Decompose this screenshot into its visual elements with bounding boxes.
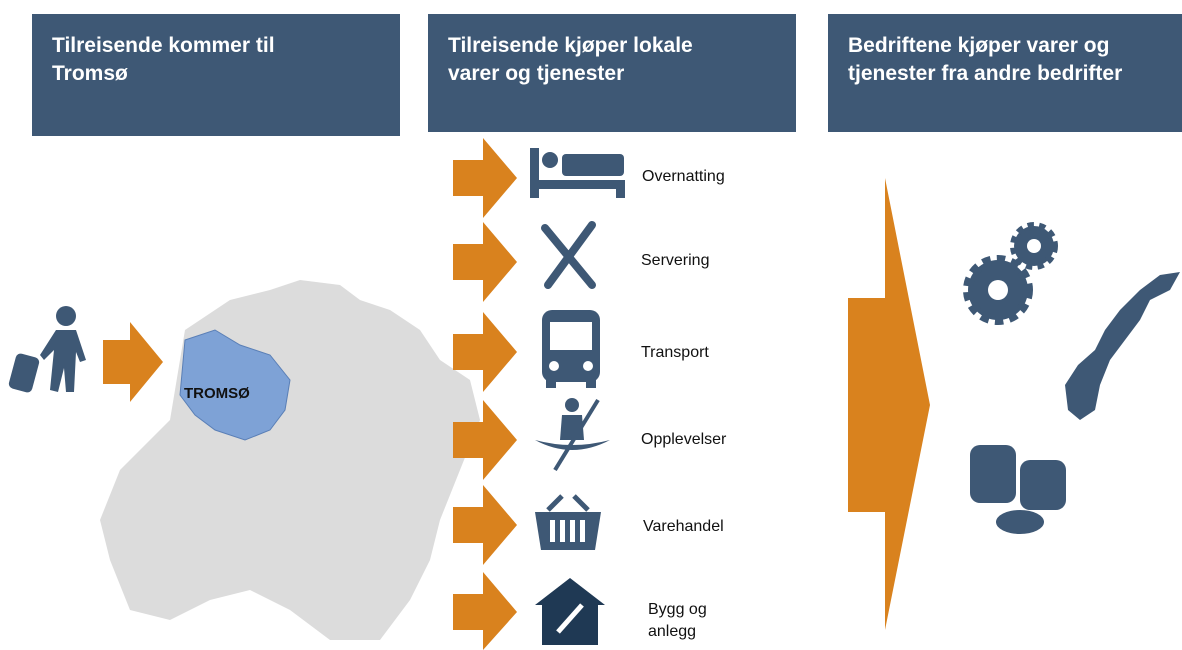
- header: Tilreisende kommer til Tromsø: [32, 14, 400, 136]
- kayak-icon: [535, 398, 610, 472]
- item-label: Servering: [641, 252, 710, 269]
- header-line: tjenester fra andre bedrifter: [848, 62, 1123, 85]
- header-line: Tilreisende kjøper lokale: [448, 34, 693, 57]
- basket-icon: [535, 494, 601, 550]
- gears-icon: [963, 222, 1058, 325]
- item-label: Opplevelser: [641, 431, 727, 448]
- map-label: TROMSØ: [184, 385, 250, 402]
- bed-icon: [530, 148, 625, 198]
- header-line: Bedriftene kjøper varer og: [848, 34, 1110, 57]
- big-arrow: [848, 178, 930, 630]
- item-label: Bygg og anlegg: [648, 601, 707, 640]
- tromso-region: [179, 329, 291, 441]
- item-label: Varehandel: [643, 518, 724, 535]
- header: Bedriftene kjøper varer og tjenester fra…: [828, 14, 1182, 132]
- item-label: Transport: [641, 344, 709, 361]
- header: Tilreisende kjøper lokale varer og tjene…: [428, 14, 796, 132]
- item-arrows: [453, 138, 517, 650]
- map: [100, 280, 480, 640]
- house-icon: [535, 578, 605, 645]
- header-line: varer og tjenester: [448, 62, 625, 85]
- header-line: Tilreisende kommer til: [52, 34, 275, 57]
- cutlery-icon: [541, 221, 596, 289]
- traveler-icon: [8, 306, 86, 393]
- header-line: Tromsø: [52, 62, 128, 85]
- item-label: Overnatting: [642, 168, 725, 185]
- bus-icon: [542, 310, 600, 388]
- arrow: [103, 322, 163, 402]
- norway-icon: [1065, 272, 1180, 420]
- coins-icon: [970, 445, 1066, 534]
